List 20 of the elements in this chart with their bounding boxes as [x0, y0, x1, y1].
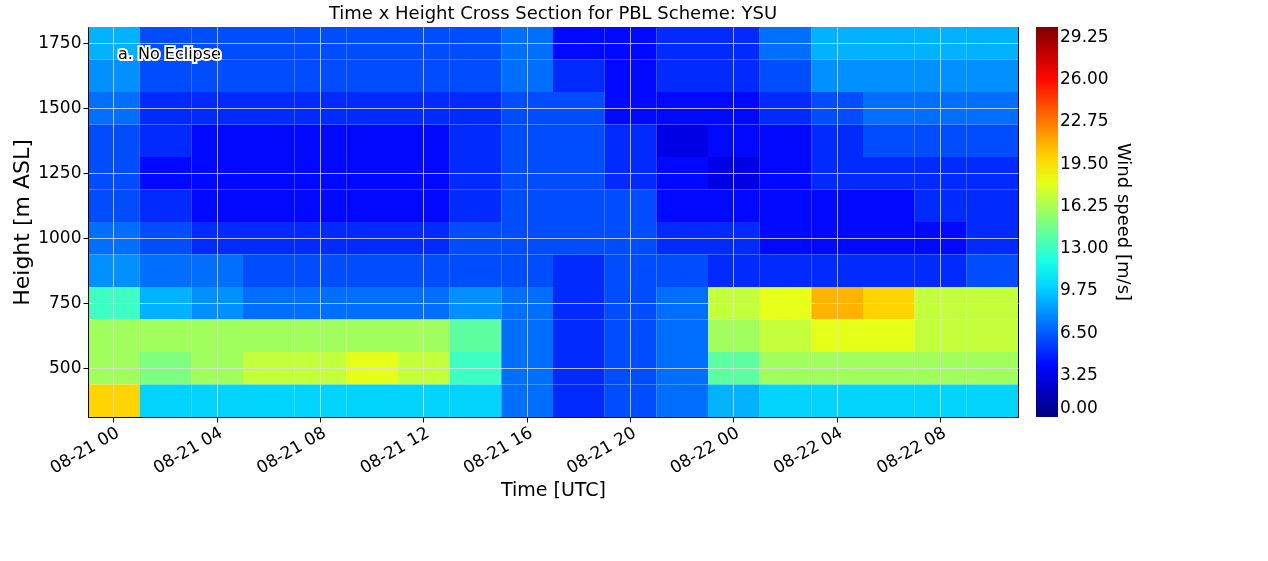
- color-bar-label: 13.00: [1060, 237, 1109, 257]
- color-bar-label: 26.00: [1060, 68, 1109, 88]
- color-bar-label: 3.25: [1060, 363, 1098, 384]
- color-bar-label: 29.25: [1060, 25, 1109, 46]
- color-bar-label: 6.50: [1060, 321, 1098, 342]
- x-axis-title: Time [UTC]: [499, 477, 607, 500]
- y-tick-label: 1250: [38, 162, 82, 183]
- color-bar-label: 19.50: [1060, 152, 1109, 173]
- chart-title: Time x Height Cross Section for PBL Scheme: YSU: [327, 2, 778, 23]
- y-axis-title: Height [m ASL]: [9, 139, 35, 306]
- color-bar-label: 22.75: [1060, 110, 1109, 131]
- color-bar-label: 16.25: [1060, 194, 1109, 215]
- color-bar-label: 9.75: [1060, 279, 1098, 300]
- y-tick-label: 750: [49, 292, 82, 313]
- y-tick-label: 1750: [38, 32, 82, 53]
- color-bar-title: Wind speed [m/s]: [1114, 142, 1135, 302]
- y-tick-label: 500: [49, 357, 82, 378]
- y-tick-label: 1000: [38, 227, 82, 248]
- color-bar-label: 0.00: [1060, 397, 1098, 417]
- y-tick-label: 1500: [38, 97, 82, 118]
